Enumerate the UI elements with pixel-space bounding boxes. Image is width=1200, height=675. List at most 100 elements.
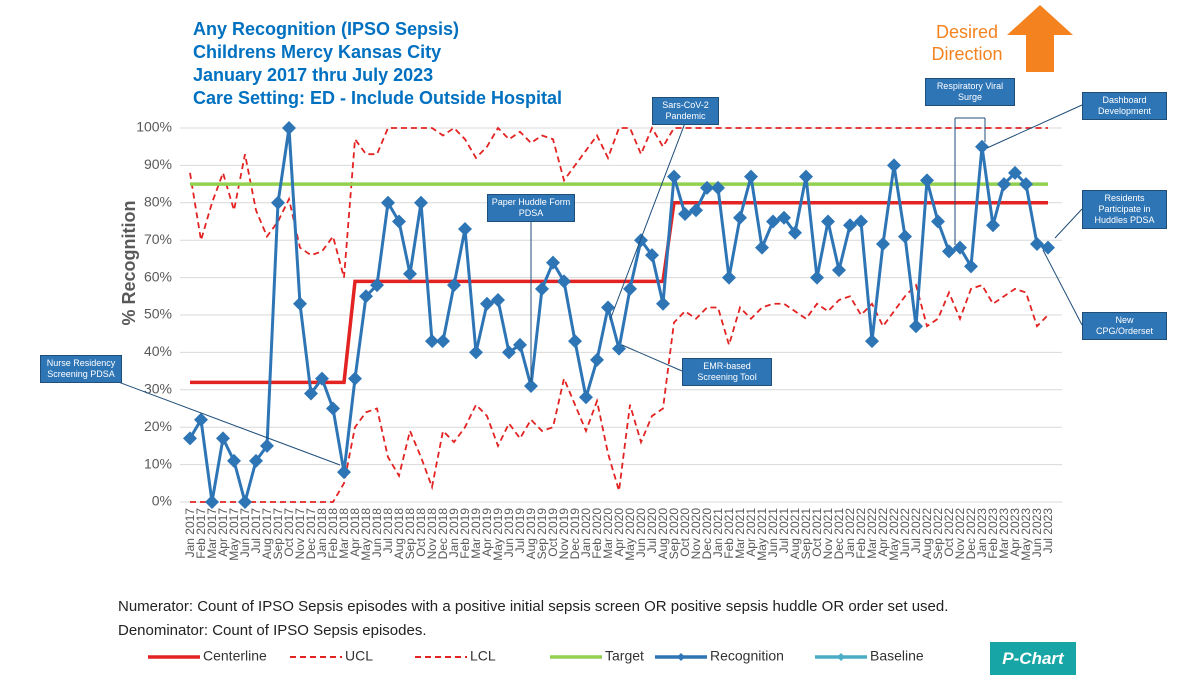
data-point bbox=[293, 296, 307, 311]
x-tick-label: Jul 2020 bbox=[645, 508, 659, 554]
x-tick-label: Oct 2021 bbox=[810, 508, 824, 557]
x-tick-label: Mar 2019 bbox=[469, 508, 483, 559]
legend-label: LCL bbox=[470, 648, 496, 664]
data-point bbox=[920, 173, 934, 188]
x-tick-label: Apr 2020 bbox=[612, 508, 626, 557]
x-tick-label: Feb 2021 bbox=[722, 508, 736, 559]
x-tick-label: Oct 2017 bbox=[282, 508, 296, 557]
data-point bbox=[821, 214, 835, 229]
footnote: Numerator: Count of IPSO Sepsis episodes… bbox=[118, 598, 948, 615]
x-tick-label: Sep 2018 bbox=[403, 508, 417, 560]
data-point bbox=[788, 225, 802, 240]
x-tick-label: Mar 2017 bbox=[205, 508, 219, 559]
x-tick-label: May 2020 bbox=[623, 508, 637, 561]
x-tick-label: May 2022 bbox=[887, 508, 901, 561]
annotation: EMR-based Screening Tool bbox=[682, 358, 772, 386]
data-point bbox=[557, 274, 571, 289]
x-tick-label: Jul 2017 bbox=[249, 508, 263, 554]
data-point bbox=[271, 195, 285, 210]
data-point bbox=[502, 345, 516, 360]
legend-marker bbox=[837, 653, 845, 661]
x-tick-label: Jun 2023 bbox=[1030, 508, 1044, 558]
chart-title: Care Setting: ED - Include Outside Hospi… bbox=[193, 88, 562, 108]
data-point bbox=[216, 431, 230, 446]
x-tick-label: Jul 2019 bbox=[513, 508, 527, 554]
data-point bbox=[326, 401, 340, 416]
data-point bbox=[1041, 240, 1055, 255]
data-point bbox=[975, 139, 989, 154]
data-point bbox=[260, 438, 274, 453]
data-point bbox=[700, 180, 714, 195]
x-tick-label: Apr 2019 bbox=[480, 508, 494, 557]
data-point bbox=[667, 169, 681, 184]
desired-direction-line: Desired bbox=[936, 22, 998, 42]
x-tick-label: Apr 2021 bbox=[744, 508, 758, 557]
legend-label: Centerline bbox=[203, 648, 267, 664]
annotation-leader bbox=[1054, 208, 1083, 239]
data-point bbox=[359, 289, 373, 304]
data-point bbox=[414, 195, 428, 210]
footnote: Denominator: Count of IPSO Sepsis episod… bbox=[118, 622, 427, 639]
legend-label: UCL bbox=[345, 648, 373, 664]
x-tick-label: Dec 2021 bbox=[832, 508, 846, 560]
data-point bbox=[513, 337, 527, 352]
annotation: Paper Huddle Form PDSA bbox=[487, 194, 575, 222]
data-point bbox=[227, 453, 241, 468]
x-tick-label: Feb 2019 bbox=[458, 508, 472, 559]
data-point bbox=[645, 248, 659, 263]
data-point bbox=[898, 229, 912, 244]
x-tick-label: Jun 2020 bbox=[634, 508, 648, 558]
data-point bbox=[931, 214, 945, 229]
data-point bbox=[535, 281, 549, 296]
x-tick-label: May 2019 bbox=[491, 508, 505, 561]
x-tick-label: Feb 2020 bbox=[590, 508, 604, 559]
data-point bbox=[865, 334, 879, 349]
data-point bbox=[810, 270, 824, 285]
y-tick-label: 100% bbox=[136, 119, 172, 135]
data-point bbox=[205, 495, 219, 509]
data-point bbox=[249, 453, 263, 468]
data-point bbox=[304, 386, 318, 401]
y-tick-label: 30% bbox=[144, 381, 172, 397]
y-tick-label: 10% bbox=[144, 455, 172, 471]
x-tick-label: Mar 2023 bbox=[997, 508, 1011, 559]
data-point bbox=[689, 203, 703, 218]
x-tick-label: Jun 2019 bbox=[502, 508, 516, 558]
x-tick-label: Jun 2018 bbox=[370, 508, 384, 558]
data-point bbox=[964, 259, 978, 274]
data-point bbox=[194, 412, 208, 427]
x-tick-label: Apr 2018 bbox=[348, 508, 362, 557]
x-tick-label: Dec 2022 bbox=[964, 508, 978, 560]
data-point bbox=[1030, 236, 1044, 251]
x-tick-label: Jun 2022 bbox=[898, 508, 912, 558]
y-tick-label: 80% bbox=[144, 194, 172, 210]
x-tick-label: Jun 2017 bbox=[238, 508, 252, 558]
series-line bbox=[190, 201, 1048, 385]
x-tick-label: Jan 2019 bbox=[447, 508, 461, 558]
data-point bbox=[777, 210, 791, 225]
x-tick-label: Jan 2018 bbox=[315, 508, 329, 558]
data-point bbox=[436, 334, 450, 349]
y-tick-label: 40% bbox=[144, 343, 172, 359]
x-tick-label: Oct 2020 bbox=[678, 508, 692, 557]
legend-marker bbox=[677, 653, 685, 661]
x-tick-label: Jan 2021 bbox=[711, 508, 725, 558]
data-point bbox=[678, 207, 692, 222]
x-tick-label: Nov 2021 bbox=[821, 508, 835, 560]
data-point bbox=[876, 236, 890, 251]
data-point bbox=[491, 293, 505, 308]
x-tick-label: Aug 2022 bbox=[920, 508, 934, 560]
data-point bbox=[711, 180, 725, 195]
x-tick-label: Oct 2022 bbox=[942, 508, 956, 557]
direction-arrow bbox=[1007, 5, 1073, 72]
data-point bbox=[315, 371, 329, 386]
x-tick-label: Sep 2022 bbox=[931, 508, 945, 560]
y-tick-label: 0% bbox=[152, 493, 172, 509]
data-point bbox=[524, 379, 538, 394]
y-tick-label: 90% bbox=[144, 156, 172, 172]
data-point bbox=[425, 334, 439, 349]
annotation-leader bbox=[986, 104, 1083, 149]
annotation-leader bbox=[621, 344, 683, 372]
x-tick-label: Sep 2021 bbox=[799, 508, 813, 560]
data-point bbox=[403, 266, 417, 281]
